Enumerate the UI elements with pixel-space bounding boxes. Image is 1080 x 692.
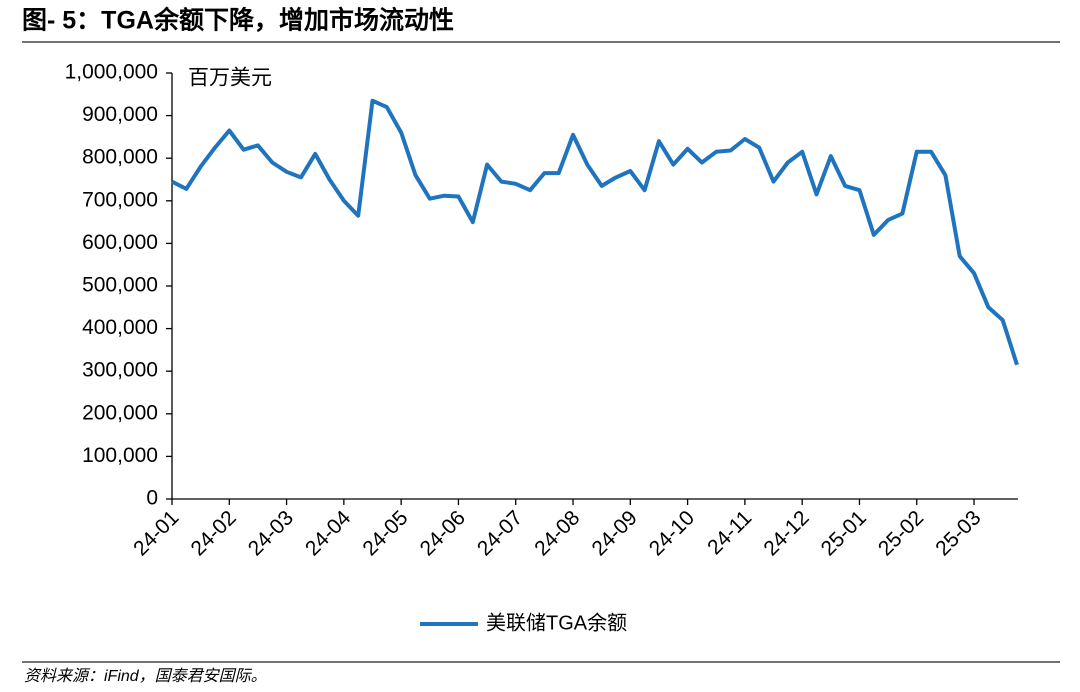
x-tick-label: 24-04 [301, 506, 355, 560]
x-tick-label: 24-03 [244, 506, 298, 560]
x-tick-label: 25-01 [817, 506, 871, 560]
legend-label: 美联储TGA余额 [486, 611, 627, 634]
y-tick-label: 700,000 [82, 188, 158, 211]
x-tick-label: 24-09 [588, 506, 642, 560]
source-note: 资料来源：iFind，国泰君安国际。 [24, 667, 267, 685]
y-tick-label: 600,000 [82, 231, 158, 254]
x-tick-label: 25-03 [931, 506, 985, 560]
y-tick-label: 100,000 [82, 444, 158, 467]
x-tick-label: 24-06 [416, 506, 470, 560]
x-tick-label: 24-08 [530, 506, 584, 560]
y-tick-label: 0 [146, 487, 158, 510]
y-tick-label: 1,000,000 [65, 61, 158, 84]
x-tick-label: 24-02 [186, 506, 240, 560]
chart-title: 图- 5：TGA余额下降，增加市场流动性 [22, 6, 454, 35]
y-tick-label: 300,000 [82, 359, 158, 382]
unit-label: 百万美元 [188, 67, 272, 90]
x-tick-label: 24-01 [129, 506, 183, 560]
x-tick-label: 24-07 [473, 506, 527, 560]
y-tick-label: 900,000 [82, 103, 158, 126]
x-tick-label: 24-05 [358, 506, 412, 560]
x-tick-label: 25-02 [874, 506, 928, 560]
x-tick-label: 24-11 [703, 506, 756, 559]
data-line [171, 98, 1019, 366]
x-tick-label: 24-12 [759, 506, 813, 560]
y-tick-label: 200,000 [82, 401, 158, 424]
y-tick-label: 400,000 [82, 316, 158, 339]
x-tick-label: 24-10 [645, 506, 699, 560]
y-tick-label: 500,000 [82, 274, 158, 297]
y-tick-label: 800,000 [82, 146, 158, 169]
